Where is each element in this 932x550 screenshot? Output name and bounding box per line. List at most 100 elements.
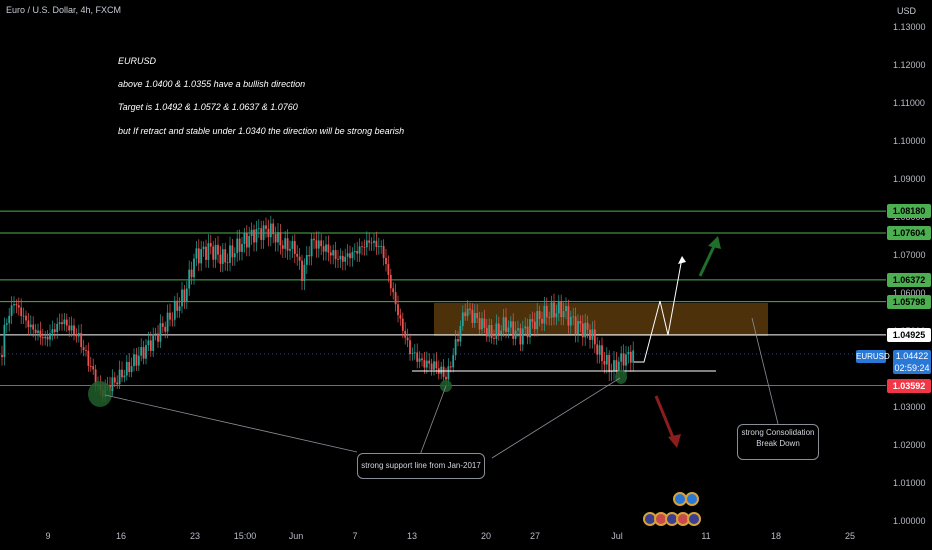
candle-body: [385, 257, 387, 265]
candle-body: [387, 264, 390, 275]
candle-body: [557, 301, 560, 314]
candle-body: [589, 329, 591, 340]
consolidation-callout[interactable]: strong Consolidation Break Down: [737, 424, 819, 460]
candle-body: [361, 246, 363, 248]
candle-body: [440, 366, 443, 374]
candle-body: [572, 316, 575, 318]
candle-body: [166, 312, 169, 332]
candle-body: [569, 316, 572, 326]
candle-body: [171, 319, 174, 321]
support-touch-marker: [615, 370, 627, 384]
price-tick-label: 1.02000: [893, 440, 926, 450]
candle-body: [308, 255, 311, 257]
candle-body: [399, 315, 402, 319]
callout-pointer: [419, 385, 447, 456]
candle-body: [51, 329, 54, 334]
symbol-tag: EURUSD: [856, 350, 890, 363]
candle-body: [461, 312, 464, 326]
candle-body: [267, 228, 270, 238]
candle-body: [185, 288, 188, 302]
candle-body: [68, 325, 71, 331]
candle-body: [485, 327, 488, 337]
candle-body: [457, 339, 459, 342]
candle-body: [425, 360, 428, 368]
candle-body: [128, 361, 131, 373]
candle-body: [219, 254, 222, 264]
candle-body: [543, 305, 546, 324]
candle-body: [29, 324, 32, 328]
candle-body: [605, 354, 608, 365]
time-tick-label: Jun: [288, 531, 304, 541]
price-tick-label: 1.10000: [893, 136, 926, 146]
price-tick-label: 1.12000: [893, 60, 926, 70]
candle-body: [80, 333, 83, 348]
candle-body: [545, 305, 548, 318]
candle-body: [473, 312, 476, 323]
candle-body: [25, 315, 27, 321]
candle-body: [253, 229, 255, 243]
candle-body: [137, 355, 140, 366]
candle-body: [495, 323, 498, 339]
candle-body: [116, 382, 119, 385]
candle-body: [555, 313, 558, 318]
candle-body: [490, 324, 493, 338]
candle-body: [533, 321, 536, 330]
candle-body: [286, 238, 289, 251]
support-callout[interactable]: strong support line from Jan-2017: [357, 453, 485, 479]
event-icon[interactable]: [687, 512, 701, 526]
candle-body: [507, 327, 510, 332]
candle-body: [135, 354, 138, 366]
candle-body: [478, 318, 481, 330]
candle-body: [464, 312, 467, 317]
candle-body: [142, 347, 145, 359]
candle-body: [401, 318, 404, 331]
candle-body: [341, 255, 344, 262]
bullish-arrow: [698, 241, 718, 277]
candle-body: [538, 311, 541, 319]
level-price-badge: 1.04925: [887, 327, 931, 342]
bar-countdown: 02:59:24: [894, 363, 930, 373]
candle-body: [37, 330, 39, 333]
candle-body: [145, 345, 147, 359]
candle-body: [176, 300, 179, 311]
note-line-3: but If retract and stable under 1.0340 t…: [118, 126, 405, 136]
candle-body: [574, 316, 577, 335]
event-icon[interactable]: [685, 492, 699, 506]
candle-body: [3, 324, 6, 358]
candle-body: [5, 323, 8, 325]
event-icons[interactable]: [643, 492, 701, 528]
callout-pointer: [104, 394, 358, 453]
candle-body: [584, 322, 587, 338]
candle-body: [159, 323, 162, 342]
candle-body: [32, 324, 35, 330]
candle-body: [553, 302, 555, 318]
candle-body: [466, 308, 469, 317]
time-tick-label: 25: [844, 531, 856, 541]
candle-body: [449, 366, 452, 368]
candle-body: [231, 245, 234, 258]
bullish-arrowhead: [708, 236, 721, 249]
candle-body: [613, 360, 615, 372]
candle-body: [125, 361, 128, 376]
candle-body: [152, 334, 155, 351]
candle-body: [579, 321, 582, 324]
candle-body: [281, 245, 284, 249]
candle-body: [257, 228, 260, 230]
candle-body: [346, 253, 349, 257]
candle-body: [217, 244, 219, 255]
candle-body: [404, 330, 407, 338]
candle-body: [255, 228, 258, 243]
candle-body: [15, 304, 18, 306]
candle-body: [356, 250, 359, 254]
candle-body: [63, 319, 66, 325]
support-touch-marker: [88, 381, 112, 407]
candle-body: [121, 369, 123, 378]
candle-body: [140, 347, 143, 356]
time-tick-label: 23: [189, 531, 201, 541]
candle-body: [226, 262, 229, 264]
candle-body: [118, 369, 121, 385]
candle-body: [46, 336, 49, 340]
projection-arrowhead: [678, 256, 686, 264]
